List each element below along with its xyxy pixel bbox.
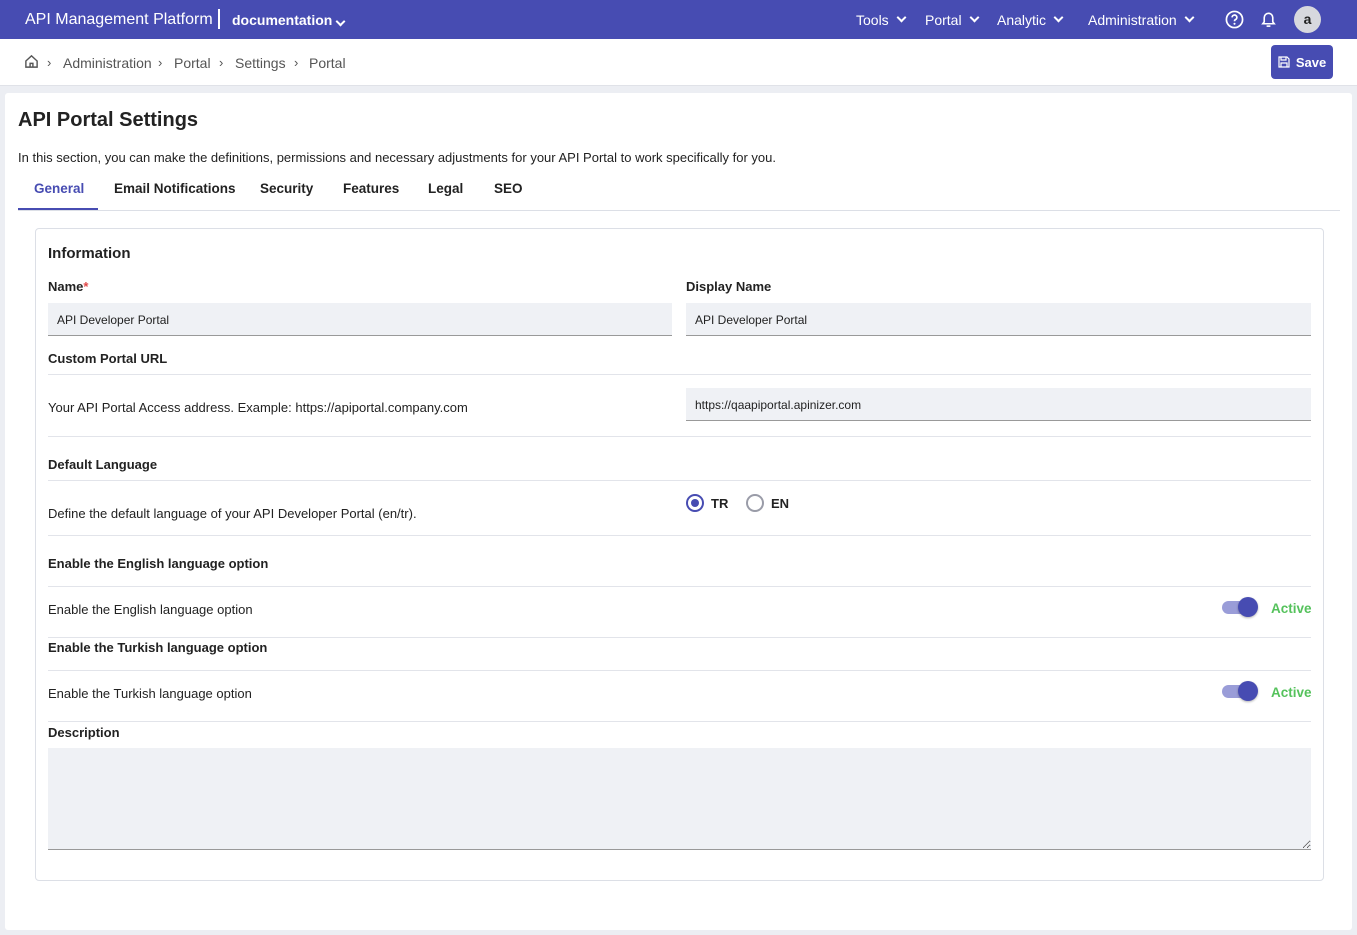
chevron-right-icon: › [47, 55, 52, 70]
chevron-right-icon: › [294, 55, 299, 70]
chevron-down-icon [1184, 12, 1195, 23]
page-title: API Portal Settings [18, 109, 199, 131]
divider [48, 670, 1311, 671]
divider [48, 637, 1311, 638]
english-option-help: Enable the English language option [48, 602, 253, 617]
description-label: Description [48, 725, 120, 740]
home-icon[interactable] [24, 54, 39, 69]
required-marker: * [83, 279, 89, 294]
chevron-right-icon: › [158, 55, 163, 70]
workspace-label: documentation [232, 11, 333, 28]
chevron-down-icon [335, 16, 346, 26]
toggle-knob [1238, 597, 1258, 617]
nav-label: Portal [925, 11, 962, 28]
divider [48, 374, 1311, 375]
nav-tools[interactable]: Tools [856, 12, 909, 28]
section-title: Information [48, 245, 131, 262]
description-textarea[interactable] [48, 748, 1311, 850]
settings-card: API Portal Settings In this section, you… [5, 93, 1352, 930]
tab-legal[interactable]: Legal [428, 181, 464, 196]
divider [48, 721, 1311, 722]
nav-portal[interactable]: Portal [925, 12, 982, 28]
nav-label: Administration [1088, 11, 1177, 28]
english-option-label: Enable the English language option [48, 556, 269, 571]
bell-icon[interactable] [1259, 9, 1278, 29]
radio-en-label[interactable]: EN [771, 496, 790, 511]
tab-general[interactable]: General [34, 181, 85, 196]
turkish-option-help: Enable the Turkish language option [48, 686, 252, 701]
turkish-option-status: Active [1271, 685, 1312, 700]
save-icon [1278, 56, 1290, 68]
chevron-down-icon [1053, 12, 1064, 23]
english-option-status: Active [1271, 601, 1312, 616]
breadcrumb-item: Portal [309, 55, 346, 71]
help-icon[interactable] [1225, 10, 1244, 29]
page-intro: In this section, you can make the defini… [18, 150, 776, 165]
custom-url-help: Your API Portal Access address. Example:… [48, 400, 468, 415]
nav-label: Analytic [997, 11, 1047, 28]
breadcrumb-item[interactable]: Settings [235, 55, 286, 71]
nav-label: Tools [856, 11, 889, 28]
tab-features[interactable]: Features [343, 181, 400, 196]
chevron-down-icon [969, 12, 980, 23]
tab-seo[interactable]: SEO [494, 181, 523, 196]
name-label: Name* [48, 279, 88, 294]
radio-en[interactable] [746, 494, 764, 512]
turkish-option-toggle[interactable] [1222, 681, 1258, 701]
divider [48, 535, 1311, 536]
default-language-help: Define the default language of your API … [48, 506, 417, 521]
english-option-toggle[interactable] [1222, 597, 1258, 617]
custom-url-label: Custom Portal URL [48, 351, 168, 366]
custom-url-input[interactable]: https://qaapiportal.apinizer.com [686, 388, 1311, 421]
active-tab-indicator [18, 208, 98, 210]
divider [48, 586, 1311, 587]
top-navbar: API Management Platform documentation To… [0, 0, 1357, 39]
breadcrumb: › Administration › Portal › Settings › P… [0, 39, 1357, 86]
radio-tr-label[interactable]: TR [711, 496, 729, 511]
default-language-label: Default Language [48, 457, 158, 472]
tab-security[interactable]: Security [260, 181, 314, 196]
save-button[interactable]: Save [1271, 45, 1333, 79]
information-section: Information Name* API Developer Portal D… [35, 228, 1324, 881]
breadcrumb-item[interactable]: Administration [63, 55, 152, 71]
chevron-down-icon [896, 12, 907, 23]
tab-email-notifications[interactable]: Email Notifications [114, 181, 236, 196]
avatar[interactable]: a [1294, 6, 1321, 33]
display-name-input[interactable]: API Developer Portal [686, 303, 1311, 336]
divider [218, 9, 220, 29]
toggle-knob [1238, 681, 1258, 701]
turkish-option-label: Enable the Turkish language option [48, 640, 268, 655]
workspace-selector[interactable]: documentation [232, 12, 348, 28]
display-name-label: Display Name [686, 279, 772, 294]
name-input[interactable]: API Developer Portal [48, 303, 672, 336]
divider [48, 480, 1311, 481]
nav-administration[interactable]: Administration [1088, 12, 1197, 28]
nav-analytic[interactable]: Analytic [997, 12, 1066, 28]
radio-tr[interactable] [686, 494, 704, 512]
tab-bar: General Email Notifications Security Fea… [18, 173, 1340, 211]
save-label: Save [1295, 54, 1327, 70]
name-label-text: Name [48, 279, 84, 294]
chevron-right-icon: › [219, 55, 224, 70]
divider [48, 436, 1311, 437]
breadcrumb-item[interactable]: Portal [174, 55, 211, 71]
app-title[interactable]: API Management Platform [25, 10, 213, 28]
